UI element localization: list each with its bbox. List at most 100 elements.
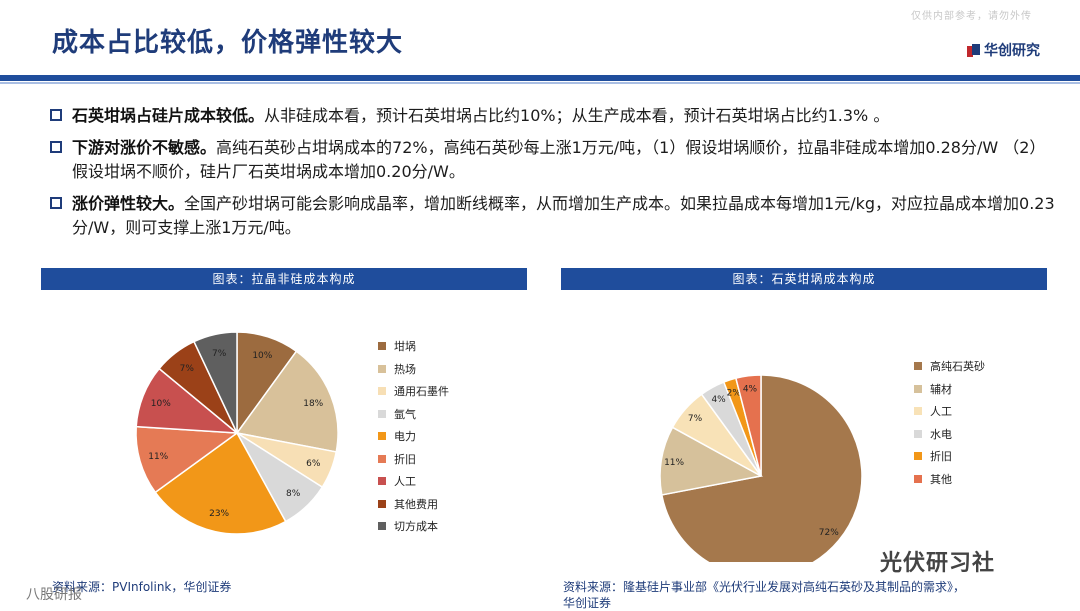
page-title: 成本占比较低，价格弹性较大: [52, 28, 404, 58]
legend-item: 其他: [914, 468, 985, 491]
pie-data-label: 4%: [711, 395, 726, 405]
pie-data-label: 18%: [303, 399, 323, 409]
pie-data-label: 7%: [180, 364, 195, 374]
bullet-body: 全国产砂坩埚可能会影响成晶率，增加断线概率，从而增加生产成本。如果拉晶成本每增加…: [72, 194, 1055, 237]
bullet-text: 涨价弹性较大。全国产砂坩埚可能会影响成晶率，增加断线概率，从而增加生产成本。如果…: [72, 192, 1060, 240]
pie-slice-6: [135, 425, 240, 494]
pie-chart-left: 10% 18% 6% 8% 23% 11% 10% 7% 7%: [135, 331, 339, 535]
bullet-item: 涨价弹性较大。全国产砂坩埚可能会影响成晶率，增加断线概率，从而增加生产成本。如果…: [50, 192, 1060, 240]
legend-label: 人工: [394, 475, 416, 489]
legend-swatch: [914, 362, 922, 371]
chart-title-left: 图表：拉晶非硅成本构成: [41, 268, 527, 290]
chart-left: 10% 18% 6% 8% 23% 11% 10% 7% 7%: [41, 292, 527, 562]
legend-label: 通用石墨件: [394, 385, 449, 399]
legend-item: 切方成本: [378, 515, 449, 538]
legend-swatch: [378, 477, 386, 486]
legend-swatch: [914, 429, 922, 438]
source-left: 资料来源：PVInfolink，华创证券: [52, 580, 232, 594]
legend-item: 折旧: [914, 445, 985, 468]
legend-item: 通用石墨件: [378, 380, 449, 403]
pie-data-label: 10%: [252, 351, 272, 361]
legend-swatch: [914, 474, 922, 483]
bullet-lead: 涨价弹性较大。: [72, 194, 185, 213]
legend-swatch: [378, 454, 386, 463]
header-rule-thin: [0, 82, 1080, 84]
source-right-line1: 资料来源：隆基硅片事业部《光伏行业发展对高纯石英砂及其制品的需求》，: [563, 580, 966, 594]
pie-slice-6: [734, 374, 762, 477]
legend-label: 其他费用: [394, 497, 438, 511]
brand-flag-icon: [967, 43, 980, 57]
legend-swatch: [378, 364, 386, 373]
bullet-item: 下游对涨价不敏感。高纯石英砂占坩埚成本的72%，高纯石英砂每上涨1万元/吨，（1…: [50, 136, 1060, 184]
pie-slice-2: [659, 426, 764, 496]
legend-swatch: [914, 452, 922, 461]
bullet-lead: 下游对涨价不敏感。: [72, 138, 217, 157]
legend-item: 折旧: [378, 448, 449, 471]
legend-label: 电力: [394, 430, 416, 444]
bullet-item: 石英坩埚占硅片成本较低。从非硅成本看，预计石英坩埚占比约10%；从生产成本看，预…: [50, 104, 1060, 128]
legend-right: 高纯石英砂辅材人工水电折旧其他: [914, 355, 985, 490]
bullet-text: 下游对涨价不敏感。高纯石英砂占坩埚成本的72%，高纯石英砂每上涨1万元/吨，（1…: [72, 136, 1060, 184]
legend-label: 热场: [394, 362, 416, 376]
legend-swatch: [378, 409, 386, 418]
pie-data-label: 72%: [819, 528, 839, 538]
pie-data-label: 10%: [151, 399, 171, 409]
source-right-line2: 华创证券: [563, 596, 612, 610]
legend-item: 人工: [914, 400, 985, 423]
bullet-list: 石英坩埚占硅片成本较低。从非硅成本看，预计石英坩埚占比约10%；从生产成本看，预…: [50, 104, 1060, 248]
legend-label: 其他: [930, 472, 952, 486]
legend-item: 电力: [378, 425, 449, 448]
legend-item: 氩气: [378, 403, 449, 426]
bullet-lead: 石英坩埚占硅片成本较低。: [72, 106, 265, 125]
chart-title-right: 图表：石英坩埚成本构成: [561, 268, 1047, 290]
legend-swatch: [914, 407, 922, 416]
legend-swatch: [378, 522, 386, 531]
pie-slice-2: [235, 350, 339, 453]
bullet-body: 高纯石英砂占坩埚成本的72%，高纯石英砂每上涨1万元/吨，（1）假设坩埚顺价，拉…: [72, 138, 1046, 181]
legend-label: 氩气: [394, 407, 416, 421]
pie-data-label: 8%: [286, 489, 301, 499]
bullet-body: 从非硅成本看，预计石英坩埚占比约10%；从生产成本看，预计石英坩埚占比约1.3%…: [264, 106, 890, 125]
legend-item: 其他费用: [378, 493, 449, 516]
square-bullet-icon: [50, 109, 62, 121]
chart-right: 72% 11% 7% 4% 2% 4%: [561, 292, 1047, 578]
legend-label: 水电: [930, 427, 952, 441]
pie-data-label: 11%: [664, 458, 684, 468]
corner-watermark: 八股研报: [26, 587, 82, 603]
legend-swatch: [378, 432, 386, 441]
brand-name: 华创研究: [984, 43, 1040, 59]
header-rule: [0, 75, 1080, 81]
pie-data-label: 2%: [727, 388, 742, 398]
legend-swatch: [378, 342, 386, 351]
pie-slice-5: [154, 431, 287, 535]
pie-chart-right: 72% 11% 7% 4%2% 4%: [659, 374, 863, 578]
legend-swatch: [378, 499, 386, 508]
legend-label: 坩埚: [394, 340, 416, 354]
pie-data-label: 11%: [148, 452, 168, 462]
source-right: 资料来源：隆基硅片事业部《光伏行业发展对高纯石英砂及其制品的需求》， 华创证券: [563, 579, 1043, 611]
legend-label: 折旧: [930, 450, 952, 464]
legend-item: 水电: [914, 423, 985, 446]
pie-data-label: 6%: [306, 459, 321, 469]
bullet-text: 石英坩埚占硅片成本较低。从非硅成本看，预计石英坩埚占比约10%；从生产成本看，预…: [72, 104, 889, 128]
legend-item: 辅材: [914, 378, 985, 401]
legend-label: 切方成本: [394, 520, 438, 534]
legend-left: 坩埚热场通用石墨件氩气电力折旧人工其他费用切方成本: [378, 335, 449, 538]
brand-logo: 华创研究: [967, 40, 1040, 60]
pie-slice-9: [192, 331, 238, 434]
square-bullet-icon: [50, 141, 62, 153]
legend-label: 辅材: [930, 382, 952, 396]
square-bullet-icon: [50, 197, 62, 209]
legend-label: 折旧: [394, 452, 416, 466]
legend-item: 热场: [378, 358, 449, 381]
legend-label: 人工: [930, 405, 952, 419]
pie-data-label: 7%: [212, 349, 227, 359]
legend-item: 人工: [378, 470, 449, 493]
pie-data-label: 7%: [688, 414, 703, 424]
legend-label: 高纯石英砂: [930, 360, 985, 374]
pie-data-label: 23%: [209, 509, 229, 519]
pie-data-label: 4%: [743, 385, 758, 395]
legend-item: 高纯石英砂: [914, 355, 985, 378]
legend-swatch: [914, 384, 922, 393]
legend-swatch: [378, 387, 386, 396]
